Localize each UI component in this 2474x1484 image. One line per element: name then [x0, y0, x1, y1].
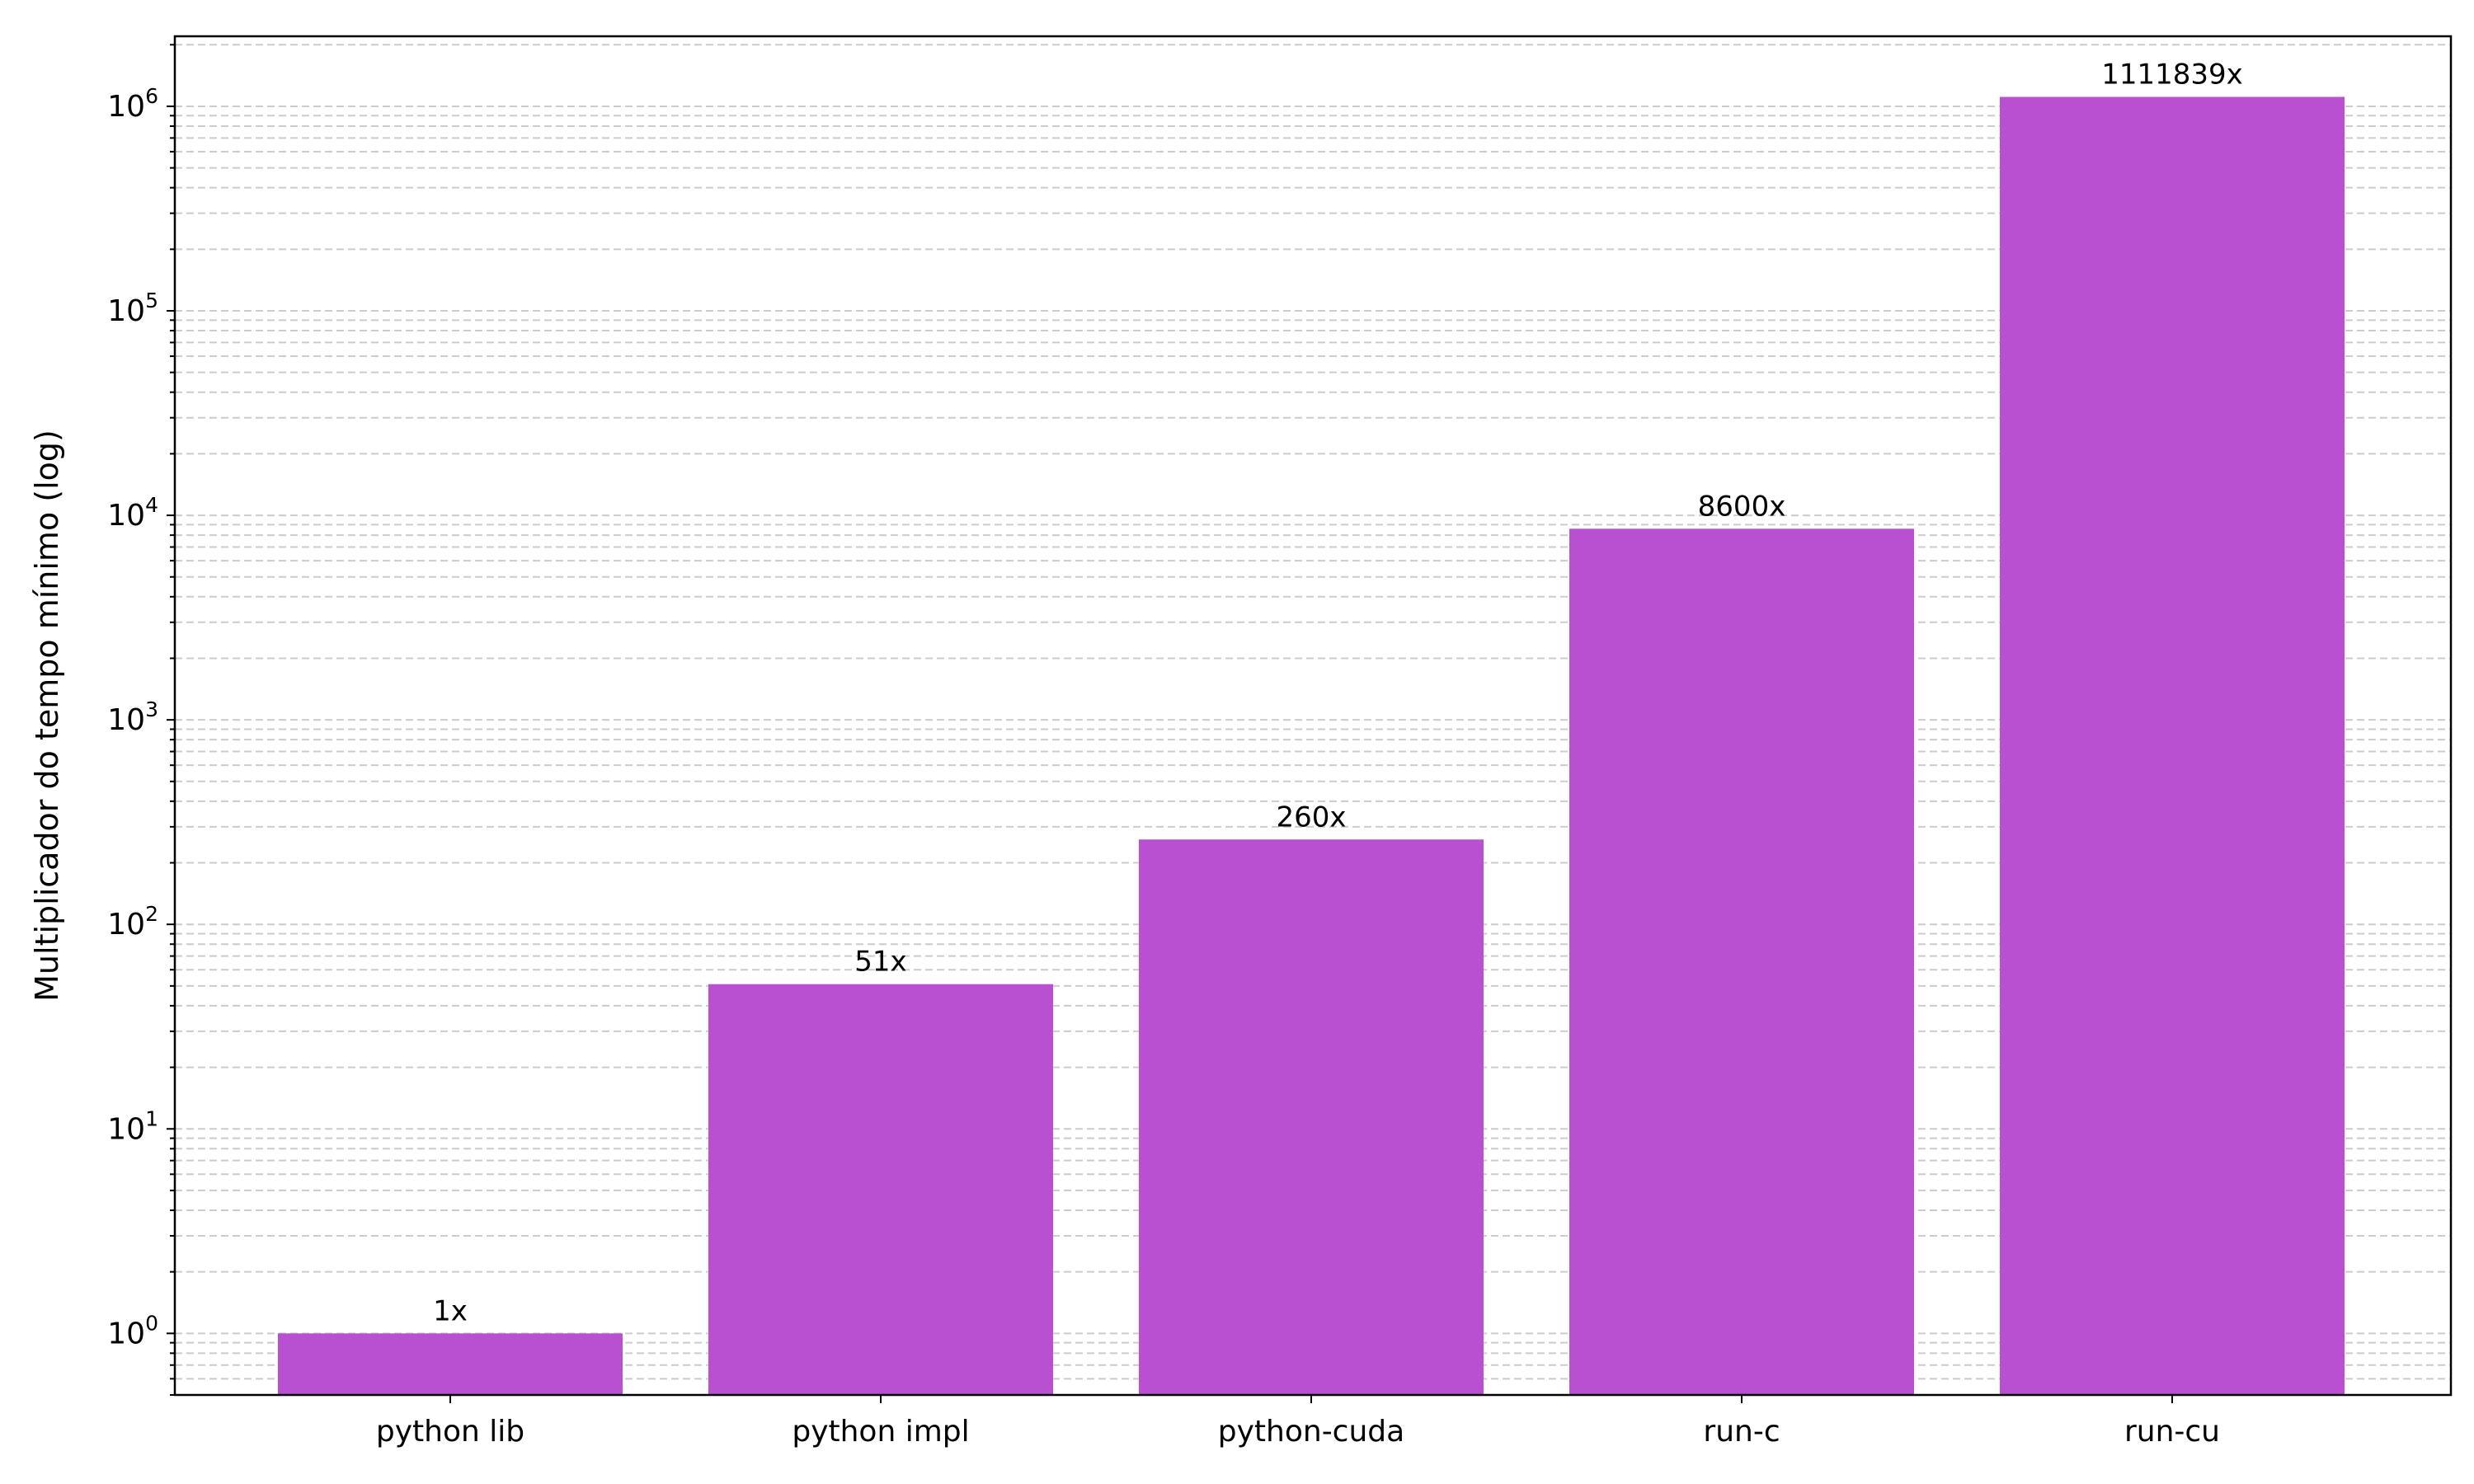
bar-data-label: 51x [854, 946, 906, 979]
y-tick-label: 104 [107, 493, 158, 533]
bar-data-label: 260x [1276, 801, 1346, 834]
plot-frame [173, 35, 2453, 1397]
bar [708, 984, 1053, 1395]
y-tick-label: 106 [107, 84, 158, 124]
bar-data-label: 8600x [1698, 490, 1786, 523]
y-tick-label: 102 [107, 902, 158, 942]
bar [1569, 528, 1914, 1395]
bar [2000, 96, 2345, 1395]
bar-data-label: 1111839x [2101, 59, 2243, 92]
y-tick-label: 100 [107, 1311, 158, 1350]
x-tick-label: python-cuda [1218, 1415, 1404, 1449]
y-axis-label: Multiplicador do tempo mínimo (log) [29, 430, 65, 1002]
bars [278, 96, 2345, 1395]
y-tick-label: 105 [107, 289, 158, 328]
x-tick-label: python lib [376, 1415, 524, 1449]
bar-data-label: 1x [433, 1294, 468, 1327]
bar [278, 1333, 623, 1395]
y-tick-label: 103 [107, 697, 158, 737]
data-labels: 1x 51x 260x 8600x 1111839x [433, 59, 2243, 1328]
x-axis-ticks: python lib python impl python-cuda run-c run… [376, 1395, 2220, 1449]
bar [1139, 839, 1484, 1395]
y-axis-ticks: 100 101 102 103 104 105 106 [107, 44, 175, 1396]
x-tick-label: run-cu [2124, 1415, 2220, 1449]
y-tick-label: 101 [107, 1106, 158, 1146]
x-tick-label: python impl [792, 1415, 969, 1449]
x-tick-label: run-c [1703, 1415, 1780, 1449]
